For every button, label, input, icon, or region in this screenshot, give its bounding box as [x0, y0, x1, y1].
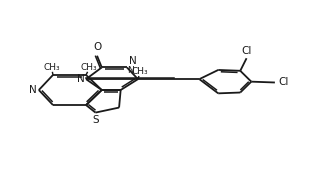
- Text: CH₃: CH₃: [131, 67, 148, 76]
- Text: Cl: Cl: [278, 78, 288, 88]
- Text: CH₃: CH₃: [80, 63, 97, 72]
- Text: S: S: [92, 115, 99, 125]
- Text: Cl: Cl: [241, 46, 252, 56]
- Text: N: N: [127, 66, 133, 75]
- Text: CH₃: CH₃: [43, 63, 60, 72]
- Text: N: N: [77, 74, 84, 84]
- Text: O: O: [93, 42, 101, 52]
- Text: N: N: [29, 85, 37, 95]
- Text: N: N: [129, 56, 136, 66]
